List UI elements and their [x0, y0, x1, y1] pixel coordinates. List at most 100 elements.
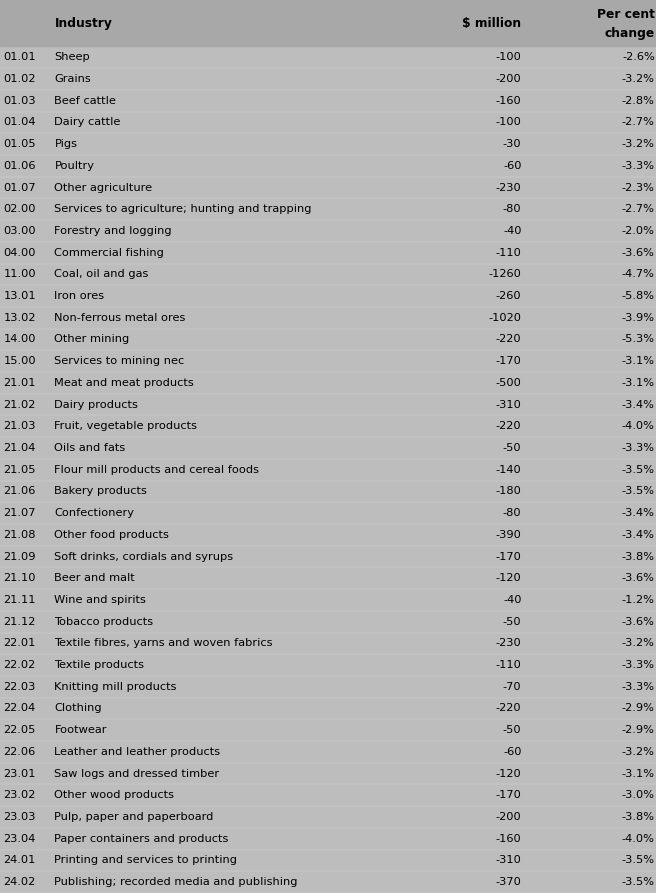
Text: Other food products: Other food products — [54, 530, 169, 540]
Text: -3.4%: -3.4% — [622, 530, 655, 540]
Text: 01.04: 01.04 — [3, 117, 36, 128]
Text: 11.00: 11.00 — [3, 270, 36, 280]
Bar — [0, 0, 656, 46]
Text: -220: -220 — [496, 421, 522, 431]
Bar — [0, 198, 656, 220]
Bar — [0, 459, 656, 480]
Text: -100: -100 — [496, 53, 522, 63]
Text: Saw logs and dressed timber: Saw logs and dressed timber — [54, 769, 220, 779]
Bar — [0, 307, 656, 329]
Text: 03.00: 03.00 — [3, 226, 36, 236]
Text: -3.3%: -3.3% — [622, 660, 655, 670]
Bar — [0, 372, 656, 394]
Text: 22.03: 22.03 — [3, 681, 35, 692]
Text: Confectionery: Confectionery — [54, 508, 134, 518]
Text: Flour mill products and cereal foods: Flour mill products and cereal foods — [54, 464, 259, 475]
Text: -3.2%: -3.2% — [622, 139, 655, 149]
Text: -1.2%: -1.2% — [622, 595, 655, 605]
Text: -30: -30 — [503, 139, 522, 149]
Text: -3.4%: -3.4% — [622, 399, 655, 410]
Text: Iron ores: Iron ores — [54, 291, 104, 301]
Text: -5.8%: -5.8% — [622, 291, 655, 301]
Text: -3.0%: -3.0% — [622, 790, 655, 800]
Text: -2.9%: -2.9% — [622, 725, 655, 735]
Text: Paper containers and products: Paper containers and products — [54, 834, 229, 844]
Bar — [0, 133, 656, 155]
Text: -60: -60 — [503, 161, 522, 171]
Text: -3.1%: -3.1% — [622, 378, 655, 388]
Text: -180: -180 — [496, 487, 522, 497]
Bar — [0, 720, 656, 741]
Bar — [0, 872, 656, 893]
Text: -3.2%: -3.2% — [622, 74, 655, 84]
Text: Oils and fats: Oils and fats — [54, 443, 126, 453]
Bar — [0, 589, 656, 611]
Text: -3.6%: -3.6% — [622, 617, 655, 627]
Text: 23.04: 23.04 — [3, 834, 35, 844]
Text: Tobacco products: Tobacco products — [54, 617, 154, 627]
Text: 01.03: 01.03 — [3, 96, 36, 105]
Text: Pulp, paper and paperboard: Pulp, paper and paperboard — [54, 812, 214, 822]
Text: -220: -220 — [496, 335, 522, 345]
Text: Beer and malt: Beer and malt — [54, 573, 135, 583]
Bar — [0, 112, 656, 133]
Text: -3.8%: -3.8% — [622, 552, 655, 562]
Text: -110: -110 — [496, 247, 522, 258]
Text: -50: -50 — [503, 617, 522, 627]
Text: Publishing; recorded media and publishing: Publishing; recorded media and publishin… — [54, 877, 298, 887]
Text: -200: -200 — [496, 74, 522, 84]
Text: 24.01: 24.01 — [3, 855, 35, 865]
Bar — [0, 611, 656, 632]
Text: 21.11: 21.11 — [3, 595, 36, 605]
Text: Other agriculture: Other agriculture — [54, 182, 153, 193]
Text: Other mining: Other mining — [54, 335, 130, 345]
Text: -2.8%: -2.8% — [622, 96, 655, 105]
Text: -170: -170 — [496, 552, 522, 562]
Bar — [0, 242, 656, 263]
Text: Beef cattle: Beef cattle — [54, 96, 116, 105]
Text: -230: -230 — [496, 638, 522, 648]
Text: 01.05: 01.05 — [3, 139, 36, 149]
Bar — [0, 438, 656, 459]
Text: -3.5%: -3.5% — [622, 487, 655, 497]
Bar — [0, 806, 656, 828]
Text: -3.3%: -3.3% — [622, 161, 655, 171]
Text: Textile products: Textile products — [54, 660, 144, 670]
Bar — [0, 90, 656, 112]
Text: 01.02: 01.02 — [3, 74, 36, 84]
Bar — [0, 329, 656, 350]
Bar — [0, 394, 656, 415]
Bar — [0, 220, 656, 242]
Bar — [0, 68, 656, 90]
Text: -4.7%: -4.7% — [622, 270, 655, 280]
Bar — [0, 849, 656, 872]
Text: Clothing: Clothing — [54, 704, 102, 714]
Text: -3.3%: -3.3% — [622, 443, 655, 453]
Text: -70: -70 — [503, 681, 522, 692]
Bar — [0, 828, 656, 849]
Text: -3.9%: -3.9% — [622, 313, 655, 322]
Text: 01.06: 01.06 — [3, 161, 36, 171]
Text: 15.00: 15.00 — [3, 356, 36, 366]
Text: -4.0%: -4.0% — [622, 421, 655, 431]
Text: -80: -80 — [503, 204, 522, 214]
Text: Other wood products: Other wood products — [54, 790, 174, 800]
Text: 21.09: 21.09 — [3, 552, 36, 562]
Text: -170: -170 — [496, 790, 522, 800]
Text: 22.02: 22.02 — [3, 660, 35, 670]
Text: 01.01: 01.01 — [3, 53, 36, 63]
Bar — [0, 655, 656, 676]
Bar — [0, 567, 656, 589]
Bar — [0, 263, 656, 285]
Text: 14.00: 14.00 — [3, 335, 36, 345]
Text: 21.02: 21.02 — [3, 399, 35, 410]
Text: 13.01: 13.01 — [3, 291, 36, 301]
Bar — [0, 763, 656, 784]
Text: -2.9%: -2.9% — [622, 704, 655, 714]
Text: -260: -260 — [496, 291, 522, 301]
Text: -220: -220 — [496, 704, 522, 714]
Text: Bakery products: Bakery products — [54, 487, 148, 497]
Text: 21.07: 21.07 — [3, 508, 36, 518]
Text: -40: -40 — [503, 595, 522, 605]
Text: 22.06: 22.06 — [3, 747, 35, 757]
